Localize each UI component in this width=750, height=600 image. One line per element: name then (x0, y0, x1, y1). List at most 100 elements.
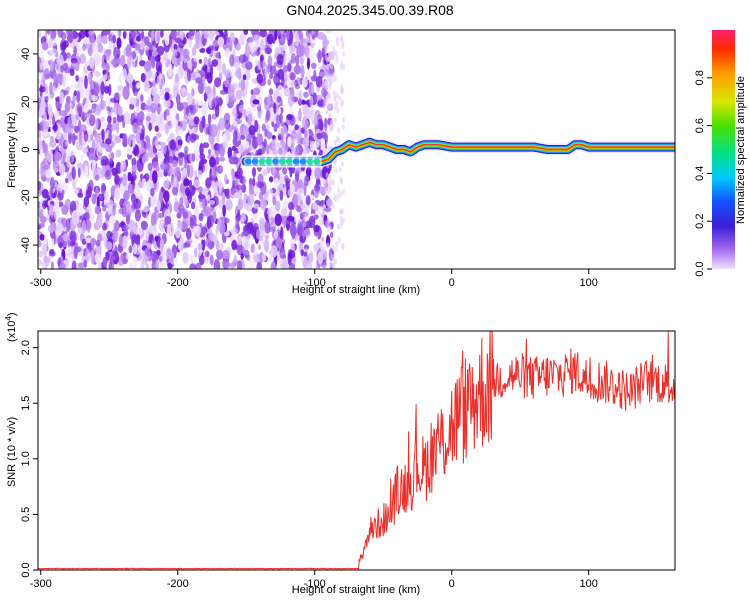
noise-blob (264, 114, 269, 124)
noise-blob (166, 52, 173, 58)
noise-blob (328, 184, 332, 191)
noise-blob (306, 71, 311, 81)
noise-blob (47, 224, 54, 233)
noise-blob (189, 133, 197, 143)
noise-blob (166, 115, 173, 121)
noise-blob (129, 38, 134, 46)
noise-blob (219, 165, 223, 172)
noise-blob (178, 208, 185, 215)
noise-blob (128, 133, 132, 147)
noise-blob (44, 256, 51, 267)
noise-blob (298, 188, 304, 194)
noise-blob (193, 179, 200, 189)
noise-blob (130, 97, 137, 105)
noise-blob (300, 249, 304, 257)
noise-blob (141, 155, 146, 165)
noise-blob (222, 204, 227, 217)
noise-blob (182, 216, 189, 230)
bottom-x-axis-label: Height of straight line (km) (292, 584, 420, 596)
noise-blob (132, 256, 138, 269)
noise-blob (264, 47, 273, 55)
noise-blob (295, 83, 300, 90)
bottom-x-ticks: -300 -200 -100 0 100 (30, 570, 598, 590)
noise-blob (191, 153, 195, 163)
noise-blob (139, 30, 143, 34)
noise-blob (195, 77, 203, 84)
noise-blob (314, 166, 321, 180)
noise-blob (44, 234, 48, 245)
noise-blob (324, 48, 328, 55)
noise-blob (62, 233, 70, 242)
noise-blob (299, 57, 304, 65)
noise-blob (338, 95, 342, 102)
noise-blob (116, 37, 122, 49)
ridge-spot (292, 158, 300, 165)
noise-blob (254, 187, 260, 195)
noise-blob (317, 49, 322, 64)
noise-blob (248, 124, 256, 136)
noise-blob (212, 234, 219, 242)
noise-blob (334, 258, 338, 265)
noise-blob (264, 128, 268, 137)
noise-blob (193, 116, 200, 125)
noise-blob (93, 71, 101, 77)
noise-blob (67, 239, 71, 248)
noise-blob (158, 190, 164, 203)
noise-blob (157, 45, 165, 56)
noise-blob (113, 102, 121, 116)
noise-blob (72, 260, 77, 266)
noise-blob (234, 69, 242, 79)
noise-blob (122, 85, 130, 100)
noise-blob (310, 194, 314, 200)
noise-blob (71, 132, 76, 146)
noise-blob (229, 54, 235, 67)
noise-blob (299, 31, 304, 45)
noise-blob (323, 99, 327, 106)
noise-blob (83, 104, 88, 114)
noise-blob (105, 144, 113, 153)
noise-blob (333, 139, 337, 146)
noise-blob (167, 155, 174, 164)
noise-blob (328, 180, 332, 187)
noise-blob (50, 59, 55, 72)
noise-blob (164, 87, 171, 93)
noise-blob (224, 79, 230, 88)
noise-blob (332, 179, 335, 186)
noise-blob (292, 257, 297, 263)
noise-blob (329, 261, 333, 268)
noise-blob (336, 107, 340, 114)
noise-blob (284, 263, 289, 269)
noise-blob (52, 115, 56, 127)
noise-blob (79, 188, 83, 195)
noise-blob (106, 230, 113, 240)
top-x-tick-label: -300 (30, 277, 52, 289)
noise-blob (245, 68, 251, 81)
ridge-spot (306, 158, 314, 165)
noise-blob (110, 140, 115, 148)
noise-blob (198, 213, 204, 222)
noise-blob (69, 84, 76, 90)
noise-blob (206, 216, 212, 230)
noise-blob (76, 130, 83, 141)
noise-blob (225, 178, 230, 185)
noise-blob (212, 39, 219, 47)
noise-blob (282, 167, 288, 175)
noise-blob (262, 169, 268, 177)
ridge-spot (251, 158, 259, 165)
noise-blob (174, 37, 182, 44)
noise-blob (110, 125, 116, 132)
noise-blob (322, 132, 328, 141)
noise-blob (102, 122, 108, 128)
noise-blob (242, 32, 246, 44)
noise-blob (327, 56, 331, 63)
noise-blob (108, 217, 115, 231)
noise-blob (259, 30, 267, 38)
noise-blob (89, 147, 96, 161)
noise-blob (62, 40, 69, 49)
noise-blob (81, 220, 87, 234)
noise-blob (131, 50, 136, 60)
noise-blob (328, 103, 331, 110)
noise-blob (38, 30, 42, 38)
noise-blob (140, 147, 146, 153)
noise-blob (280, 258, 288, 265)
